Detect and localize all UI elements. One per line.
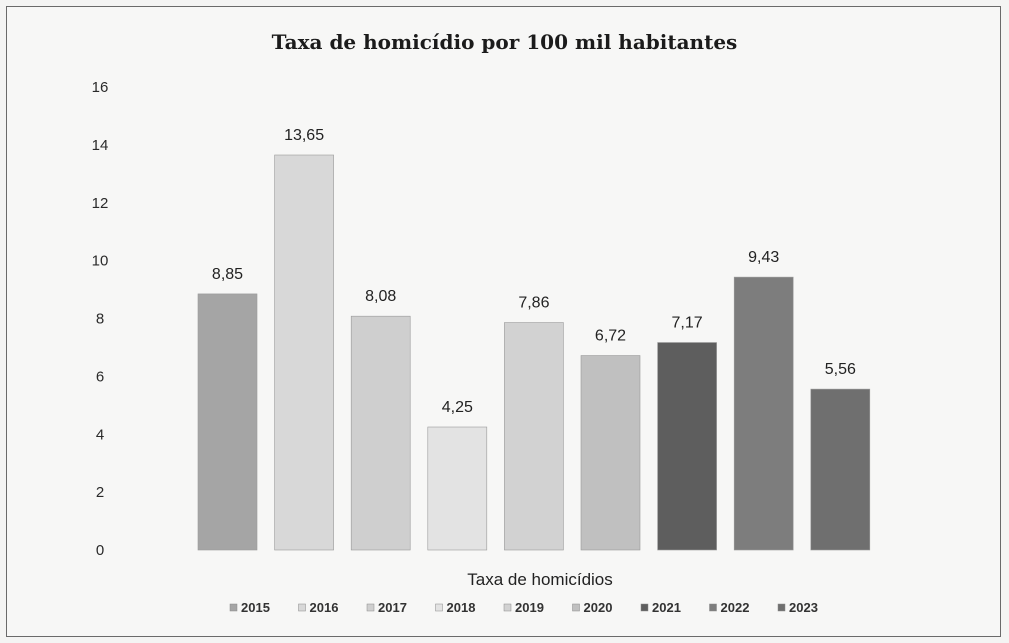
legend-swatch — [298, 603, 306, 612]
legend-label: 2022 — [721, 600, 750, 615]
legend-label: 2018 — [447, 600, 476, 615]
bar-2023 — [810, 388, 871, 551]
x-axis-label: Taxa de homicídios — [467, 570, 613, 589]
y-tick-label: 14 — [92, 137, 109, 154]
chart-title: Taxa de homicídio por 100 mil habitantes — [271, 30, 738, 54]
y-tick-label: 6 — [96, 368, 104, 385]
bar-2019 — [504, 322, 564, 551]
y-tick-label: 8 — [96, 311, 104, 328]
legend-swatch — [229, 603, 238, 612]
data-label: 4,25 — [442, 399, 473, 416]
legend-swatch — [435, 603, 443, 612]
legend-swatch — [366, 603, 375, 612]
legend-label: 2023 — [789, 600, 818, 615]
data-label: 9,43 — [748, 249, 779, 266]
y-axis: 0 2 4 6 8 10 12 14 16 — [92, 79, 109, 559]
y-tick-label: 16 — [92, 79, 109, 96]
legend-swatch — [503, 603, 512, 612]
bar-2021 — [657, 342, 717, 551]
bar-2018 — [427, 426, 488, 551]
legend-label: 2015 — [241, 600, 270, 615]
y-tick-label: 12 — [92, 195, 109, 212]
legend: 2015 2016 2017 2018 2019 2020 2021 2022 2023 — [229, 600, 818, 615]
y-tick-label: 10 — [92, 253, 109, 270]
data-label: 5,56 — [825, 361, 856, 378]
bar-2016 — [274, 154, 334, 551]
legend-label: 2019 — [515, 600, 544, 615]
legend-label: 2020 — [584, 600, 613, 615]
data-label: 7,86 — [518, 295, 549, 312]
legend-swatch — [640, 603, 649, 612]
data-label: 8,08 — [365, 288, 396, 305]
data-label: 6,72 — [595, 328, 626, 345]
bar-2015 — [197, 293, 258, 551]
legend-label: 2017 — [378, 600, 407, 615]
bar-2020 — [580, 355, 641, 551]
data-labels: 8,85 13,65 8,08 4,25 7,86 6,72 7,17 9,43 5,56 — [212, 127, 856, 416]
bar-2017 — [350, 315, 411, 551]
bar-2022 — [733, 276, 794, 551]
data-label: 13,65 — [284, 127, 324, 144]
legend-swatch — [777, 603, 786, 612]
y-tick-label: 4 — [96, 426, 104, 443]
legend-label: 2016 — [310, 600, 339, 615]
y-tick-label: 2 — [96, 484, 104, 501]
legend-swatch — [572, 603, 580, 612]
bars — [197, 154, 871, 551]
data-label: 7,17 — [672, 315, 703, 332]
data-label: 8,85 — [212, 266, 243, 283]
legend-swatch — [709, 603, 717, 612]
legend-label: 2021 — [652, 600, 681, 615]
y-tick-label: 0 — [96, 542, 104, 559]
